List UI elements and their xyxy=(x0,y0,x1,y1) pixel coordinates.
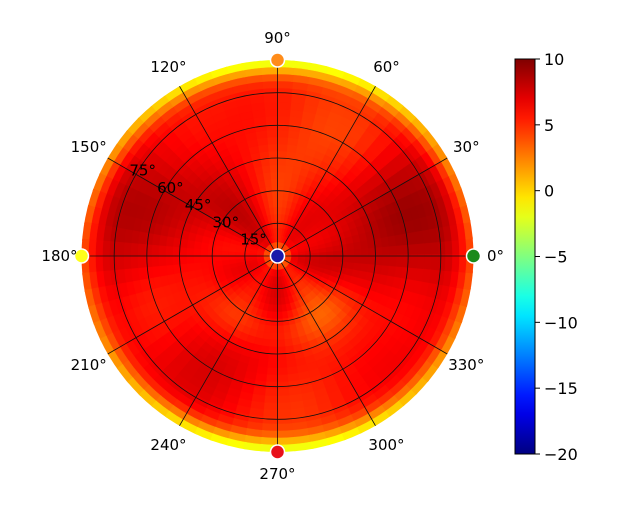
angular-grid-line xyxy=(277,86,376,257)
heat-cell xyxy=(388,254,398,267)
angular-tick-label: 240° xyxy=(150,436,186,454)
heat-cell xyxy=(276,143,288,152)
angular-tick-label: 180° xyxy=(41,247,77,265)
heat-cell xyxy=(129,242,139,258)
heat-cell xyxy=(275,108,291,117)
radial-tick-label: 75° xyxy=(129,162,156,180)
colorbar-tick-label: 10 xyxy=(544,50,564,69)
marker-point xyxy=(269,444,286,460)
angular-tick-label: 300° xyxy=(368,436,404,454)
angular-tick-label: 210° xyxy=(71,356,107,374)
angular-grid-line xyxy=(107,157,278,257)
angular-grid-line xyxy=(179,255,278,426)
heat-cell xyxy=(430,254,440,271)
heat-cell xyxy=(276,129,289,138)
heat-cell xyxy=(265,381,280,390)
heat-cell xyxy=(122,242,132,258)
heat-cell xyxy=(395,254,405,268)
angular-grid-line xyxy=(277,255,448,355)
angular-tick-label: 30° xyxy=(453,138,480,156)
colorbar-tick-label: 0 xyxy=(544,182,554,201)
heat-cell xyxy=(143,244,153,258)
heat-cell xyxy=(265,388,280,397)
heat-cell xyxy=(381,254,391,267)
heat-cell xyxy=(266,374,279,383)
colorbar-tick-label: −10 xyxy=(544,313,578,332)
heat-cell xyxy=(409,254,419,269)
heat-cell xyxy=(276,136,289,145)
heat-cell xyxy=(276,150,287,159)
colorbar-tick-label: −15 xyxy=(544,379,578,398)
heat-cell xyxy=(416,254,426,270)
colorbar-bar xyxy=(514,58,536,455)
angular-grid-line xyxy=(277,255,376,426)
heat-cell xyxy=(157,245,167,258)
angular-grid-line xyxy=(277,157,448,257)
colorbar-tick-label: −5 xyxy=(544,248,568,267)
heat-cell xyxy=(164,245,174,258)
heat-cell xyxy=(171,246,181,258)
heat-cell xyxy=(268,353,279,362)
angular-grid-line xyxy=(179,86,278,257)
angular-tick-label: 0° xyxy=(487,247,504,265)
heat-cell xyxy=(266,367,279,376)
heat-cell xyxy=(150,244,160,258)
angular-grid-line xyxy=(107,255,278,355)
angular-tick-label: 60° xyxy=(373,58,400,76)
heat-cell xyxy=(136,243,146,258)
heat-cell xyxy=(185,247,195,258)
marker-point xyxy=(465,248,482,264)
angular-tick-labels: 0° 30° 60° 90° 120° 150° 180° 210° 240° 270° 300° 3… xyxy=(41,29,504,483)
angular-tick-label: 120° xyxy=(150,58,186,76)
marker-point xyxy=(269,52,286,68)
colorbar-tick-label: −20 xyxy=(544,445,578,464)
heat-cell xyxy=(275,101,292,110)
heatmap-surface xyxy=(81,60,474,452)
heat-cell xyxy=(115,241,125,258)
angular-tick-label: 330° xyxy=(448,356,484,374)
heat-cell xyxy=(264,395,280,404)
heat-cell xyxy=(275,115,290,124)
angular-tick-label: 270° xyxy=(259,465,295,483)
heat-cell xyxy=(263,402,280,411)
radial-tick-label: 30° xyxy=(213,213,240,231)
angular-tick-label: 90° xyxy=(264,29,291,47)
angular-tick-label: 150° xyxy=(71,138,107,156)
heat-cell xyxy=(269,339,279,348)
heat-cell xyxy=(276,164,286,173)
colorbar: 10 5 0 −5 −10 −15 −20 xyxy=(514,50,578,464)
heat-cell xyxy=(360,254,370,265)
heat-cell xyxy=(423,254,433,270)
heat-cell xyxy=(402,254,412,268)
heat-cell xyxy=(275,122,290,131)
heat-cell xyxy=(263,409,280,418)
radial-tick-label: 15° xyxy=(240,231,267,249)
polar-grid xyxy=(81,60,474,452)
radial-tick-label: 45° xyxy=(185,196,212,214)
heat-cell xyxy=(267,360,279,369)
marker-layer xyxy=(73,52,482,460)
marker-point xyxy=(73,248,90,264)
colorbar-tick-label: 5 xyxy=(544,116,554,135)
heat-cell xyxy=(374,254,384,266)
heat-cell xyxy=(275,94,292,103)
radial-tick-labels: 15°30°45°60°75° xyxy=(129,162,266,249)
radial-tick-label: 60° xyxy=(157,179,184,197)
marker-point xyxy=(269,248,286,264)
